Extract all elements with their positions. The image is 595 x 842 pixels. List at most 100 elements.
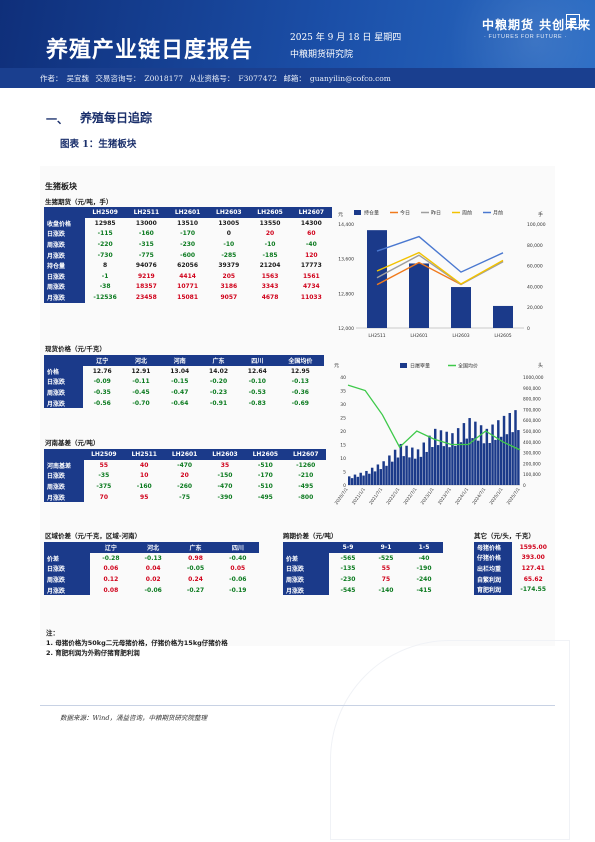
y-tick-label: 0 — [343, 483, 346, 489]
slaughter-bar — [439, 430, 443, 485]
table-row: 日涨跌 -0.09 -0.11 -0.15 -0.20 -0.10 -0.13 — [44, 376, 324, 388]
y-tick-label: 40 — [340, 375, 346, 381]
legend-label: 全国均价 — [458, 363, 478, 370]
slaughter-bar — [517, 430, 520, 485]
column-header: 四川 — [216, 542, 259, 553]
table-row: 周涨跌 -38 18357 10771 3186 3343 4734 — [44, 281, 332, 293]
slaughter-bar — [388, 455, 391, 485]
table-cell: 3186 — [220, 283, 238, 291]
table-cell: 23458 — [135, 293, 157, 301]
legend-label: 今日 — [400, 210, 410, 217]
table-cell: -565 — [340, 554, 356, 562]
table-cell: 1595.00 — [519, 543, 547, 551]
table-cell: 4734 — [302, 283, 320, 291]
row-label: 月涨跌 — [44, 249, 85, 261]
column-header: 9-1 — [366, 542, 405, 553]
table-cell: -0.23 — [209, 388, 228, 396]
table-cell: -75 — [179, 493, 191, 501]
table-cell: 14.02 — [209, 367, 228, 375]
table-cell: -185 — [262, 251, 278, 259]
x-tick-label: 2024/7/1 — [471, 486, 487, 505]
slaughter-bar — [494, 439, 497, 485]
y-tick-label: 12,000 — [338, 326, 354, 332]
slaughter-bar — [393, 449, 397, 485]
spot-slaughter-chart: 元 头 日屠宰量 全国均价 0 5 10 15 20 25 30 35 40 0 100,000 200,00… — [334, 362, 544, 506]
table-cell: 95 — [140, 493, 149, 501]
legend-item: 日屠宰量 — [400, 363, 430, 370]
y-tick-label: 5 — [343, 470, 346, 476]
y2-tick-label: 700,000 — [523, 407, 541, 413]
table-cell: -0.10 — [248, 378, 266, 386]
table-cell: -0.83 — [248, 399, 266, 407]
slaughter-bar — [485, 428, 489, 485]
table-cell: 12.95 — [290, 367, 310, 375]
y2-tick-label: 400,000 — [523, 440, 541, 446]
slaughter-bar — [422, 442, 425, 485]
table-row: 育肥利润 -174.55 — [474, 584, 554, 595]
row-label: 仔猪价格 — [474, 552, 513, 564]
row-label: 母猪价格 — [474, 542, 513, 553]
slaughter-bar — [511, 432, 514, 485]
table-row: 价差 -565 -525 -40 — [283, 553, 443, 564]
slaughter-bar — [405, 445, 408, 485]
column-header: 1-5 — [404, 542, 443, 553]
table-row: 周涨跌 -220 -315 -230 -10 -10 -40 — [44, 239, 332, 250]
row-label: 月涨跌 — [44, 584, 90, 596]
practice-label: 从业资格号： — [189, 74, 235, 83]
table-cell: -0.47 — [171, 388, 189, 396]
table-cell: -0.45 — [132, 388, 150, 396]
table-cell: -0.06 — [229, 575, 247, 583]
futures-price-oi-chart: 元 手 持仓量 今日 昨日 周前 月前 12,000 12,800 13,600 14,400 0 20… — [338, 210, 546, 340]
column-header: 全国均价 — [276, 355, 324, 366]
regional-caption: 区域价差（元/千克，区域-河南） — [45, 532, 142, 540]
table-cell: -470 — [177, 461, 193, 469]
table-cell: 0.12 — [103, 575, 119, 583]
row-label: 育肥利润 — [474, 584, 513, 595]
table-cell: 0.05 — [230, 565, 246, 573]
table-cell: -35 — [98, 472, 110, 480]
slaughter-bar — [356, 476, 360, 485]
y2-tick-label: 300,000 — [523, 451, 541, 457]
author-name: 吴宜魏 — [66, 74, 90, 83]
qual-number: Z0018177 — [144, 74, 184, 83]
table-cell: 120 — [305, 251, 318, 259]
table-cell: 205 — [222, 272, 236, 280]
email-address[interactable]: guanyilin@cofco.com — [309, 74, 391, 83]
header-decoration — [395, 0, 595, 68]
table-cell: -0.06 — [144, 586, 162, 594]
column-header: LH2605 — [249, 207, 291, 218]
column-header: 广东 — [174, 542, 217, 553]
x-tick-label: 2025/1/1 — [488, 486, 504, 505]
column-header: 河南 — [160, 355, 200, 366]
column-header: 5-9 — [328, 542, 367, 553]
futures-header-row: LH2509 LH2511 LH2601 LH2603 LH2605 LH2607 — [44, 207, 332, 218]
table-cell: -160 — [138, 230, 154, 238]
row-label: 日涨跌 — [44, 228, 85, 240]
table-cell: -0.40 — [229, 554, 247, 562]
table-row: 河南基差 55 40 -470 35 -510 -1260 — [44, 460, 326, 471]
x-tick-label: 2020/7/1 — [334, 486, 350, 505]
table-cell: 18357 — [135, 283, 157, 291]
institute-name: 中粮期货研究院 — [290, 50, 354, 60]
row-label: 价格 — [44, 366, 83, 377]
table-cell: 9219 — [138, 272, 155, 280]
row-label: 周涨跌 — [44, 281, 85, 293]
table-row: 周涨跌 -375 -160 -260 -470 -510 -495 — [44, 481, 326, 492]
table-cell: 12.64 — [247, 367, 267, 375]
table-cell: 11033 — [300, 293, 322, 301]
row-label: 日涨跌 — [283, 563, 329, 575]
slaughter-bar — [465, 438, 468, 485]
slaughter-bar — [411, 447, 414, 485]
table-cell: -545 — [340, 586, 356, 594]
table-cell: -0.05 — [186, 565, 205, 573]
table-cell: 0.04 — [145, 565, 161, 573]
column-header: LH2511 — [125, 207, 167, 218]
table-cell: 1563 — [261, 272, 279, 280]
y2-tick-label: 500,000 — [523, 429, 541, 435]
y-tick-label: 12,800 — [338, 291, 354, 297]
spot-header-row: 辽宁 河北 河南 广东 四川 全国均价 — [44, 355, 324, 366]
row-label: 月涨跌 — [283, 584, 329, 596]
table-row: 月涨跌 70 95 -75 -390 -495 -800 — [44, 491, 326, 503]
slaughter-bar — [477, 440, 480, 485]
header-corner — [283, 542, 329, 553]
